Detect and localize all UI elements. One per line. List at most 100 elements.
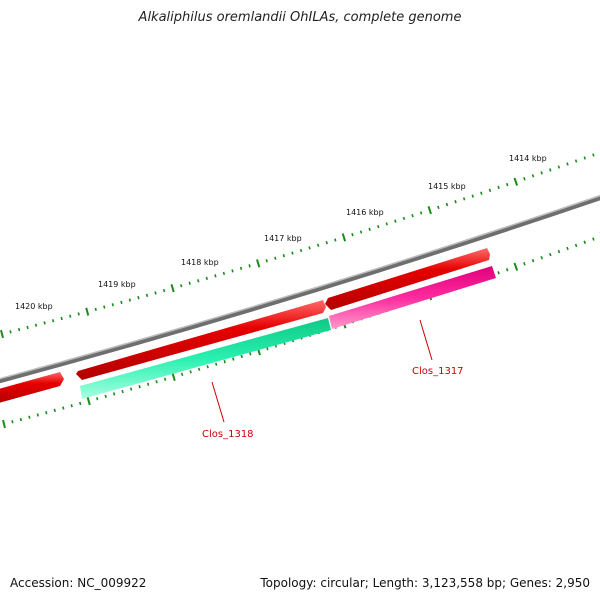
ruler-minor-tick: [215, 362, 218, 366]
ruler-minor-tick: [549, 252, 552, 257]
ruler-minor-tick: [437, 205, 440, 210]
ruler-minor-tick: [240, 354, 243, 359]
ruler-minor-tick: [232, 357, 235, 361]
ruler-minor-tick: [359, 230, 363, 234]
gene-label-clos-1318[interactable]: Clos_1318: [202, 429, 254, 440]
ruler-minor-tick: [206, 365, 209, 369]
ruler-minor-tick: [523, 177, 526, 181]
ruler-minor-tick: [505, 182, 509, 187]
ruler-minor-tick: [334, 238, 337, 242]
ruler-major-tick: [513, 262, 519, 271]
genome-title: Alkaliphilus oremlandii OhILAs, complete…: [138, 10, 462, 25]
ruler-minor-tick: [557, 165, 561, 169]
gene-feature-clos-1317[interactable]: [329, 266, 496, 329]
ruler-major-tick: [0, 329, 4, 339]
ruler-minor-tick: [231, 269, 234, 273]
genome-backbone: [0, 195, 600, 384]
ruler-minor-tick: [197, 367, 201, 371]
ruler-minor-tick: [282, 253, 286, 258]
ruler-major-tick: [2, 419, 6, 429]
ruler-minor-tick: [445, 202, 449, 207]
ruler-minor-tick: [419, 211, 423, 215]
ruler-minor-tick: [145, 293, 149, 298]
ruler-minor-tick: [155, 380, 158, 384]
ruler-minor-tick: [45, 410, 48, 415]
ruler-minor-tick: [402, 216, 406, 221]
gene-label-clos-1317[interactable]: Clos_1317: [412, 366, 464, 377]
ruler-minor-tick: [17, 328, 21, 332]
ruler-major-tick: [85, 307, 90, 316]
ruler-label: 1416 kbp: [346, 208, 384, 217]
ruler-minor-tick: [316, 243, 320, 247]
ruler-minor-tick: [497, 271, 500, 275]
ruler-minor-tick: [60, 316, 63, 321]
ruler-minor-tick: [11, 420, 14, 424]
ruler-minor-tick: [523, 262, 526, 266]
ruler-major-tick: [341, 233, 347, 242]
ruler-minor-tick: [189, 370, 192, 374]
ruler-minor-tick: [249, 352, 252, 356]
ruler-minor-tick: [188, 281, 191, 285]
ruler-minor-tick: [566, 246, 569, 251]
ruler-minor-tick: [540, 256, 543, 260]
ruler-label: 1420 kbp: [15, 302, 53, 311]
ruler-minor-tick: [223, 359, 226, 364]
ruler-major-tick: [513, 177, 519, 186]
ruler-minor-tick: [62, 406, 65, 410]
genome-backbone-highlight: [0, 194, 600, 380]
ruler-minor-tick: [566, 162, 569, 166]
ruler-label: 1415 kbp: [428, 182, 466, 191]
ruler-minor-tick: [368, 227, 371, 231]
ruler-minor-tick: [137, 295, 140, 300]
ruler-minor-tick: [531, 259, 535, 263]
ruler-minor-tick: [248, 264, 251, 268]
ruler-label: 1418 kbp: [181, 258, 219, 267]
ruler-minor-tick: [34, 323, 38, 327]
ruler-minor-tick: [79, 401, 82, 406]
ruler-minor-tick: [28, 415, 31, 419]
gene-label-leader: [419, 319, 433, 361]
ruler-minor-tick: [70, 404, 73, 408]
ruler-minor-tick: [239, 266, 243, 271]
cds-feature[interactable]: [0, 372, 64, 404]
ruler-minor-tick: [162, 288, 166, 293]
ruler-minor-tick: [214, 274, 217, 278]
ruler-minor-tick: [557, 249, 561, 254]
ruler-minor-tick: [94, 307, 97, 311]
ruler-minor-tick: [222, 271, 226, 276]
genome-summary-text: Topology: circular; Length: 3,123,558 bp…: [260, 576, 590, 590]
ruler-minor-tick: [36, 413, 39, 417]
ruler-minor-tick: [549, 168, 552, 172]
ruler-minor-tick: [454, 200, 457, 204]
ruler-minor-tick: [112, 392, 116, 396]
cds-feature[interactable]: [76, 300, 326, 380]
ruler-minor-tick: [111, 303, 114, 307]
ruler-minor-tick: [274, 256, 277, 260]
ruler-label: 1417 kbp: [264, 234, 302, 243]
ruler-minor-tick: [138, 384, 141, 389]
ruler-minor-tick: [385, 222, 388, 226]
outer-tick-ruler: [0, 148, 600, 339]
ruler-minor-tick: [471, 194, 474, 198]
ruler-minor-tick: [574, 159, 578, 163]
ruler-minor-tick: [121, 389, 124, 394]
ruler-minor-tick: [129, 387, 133, 391]
ruler-major-tick: [171, 372, 176, 381]
ruler-minor-tick: [9, 330, 12, 334]
ruler-minor-tick: [154, 291, 157, 295]
ruler-minor-tick: [488, 188, 492, 193]
ruler-minor-tick: [120, 300, 123, 305]
ruler-minor-tick: [128, 298, 132, 302]
cds-feature[interactable]: [325, 248, 490, 310]
gene-label-leader: [211, 381, 225, 423]
ruler-minor-tick: [26, 325, 29, 330]
ruler-minor-tick: [308, 246, 311, 250]
ruler-minor-tick: [180, 372, 184, 377]
ruler-minor-tick: [505, 268, 509, 272]
ruler-minor-tick: [163, 377, 167, 381]
ruler-minor-tick: [205, 276, 208, 281]
gene-feature-clos-1318[interactable]: [80, 318, 331, 399]
ruler-minor-tick: [462, 197, 466, 201]
ruler-minor-tick: [574, 243, 578, 248]
